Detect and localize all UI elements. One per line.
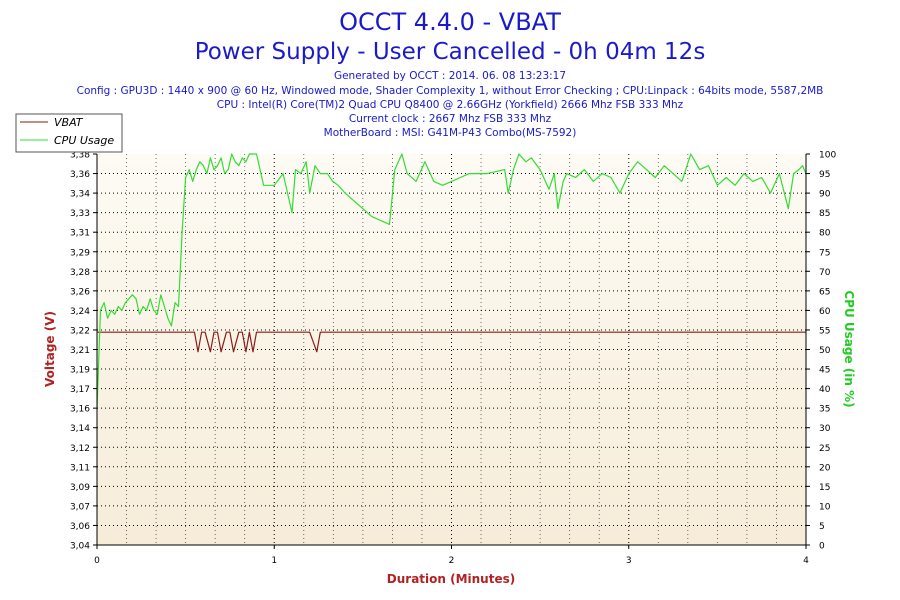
y-tick-label: 3,14 [70, 424, 90, 434]
y-tick-label: 3,26 [70, 287, 90, 297]
y-tick-label: 3,28 [70, 268, 90, 278]
y-tick-label: 3,24 [70, 307, 90, 317]
y-tick-label: 3,19 [70, 366, 90, 376]
x-tick-label: 3 [626, 556, 632, 566]
y-tick-label: 3,09 [70, 483, 90, 493]
y2-tick-label: 70 [819, 268, 831, 278]
chart-subtitle: Power Supply - User Cancelled - 0h 04m 1… [195, 39, 706, 65]
y2-tick-label: 95 [819, 170, 830, 180]
y-tick-label: 3,21 [70, 346, 90, 356]
y-tick-label: 3,22 [70, 326, 90, 336]
y-tick-label: 3,04 [70, 542, 90, 552]
legend-label-vbat: VBAT [54, 116, 84, 129]
y-tick-label: 3,17 [70, 385, 90, 395]
y2-tick-label: 45 [819, 366, 830, 376]
info-line-clock: Current clock : 2667 Mhz FSB 333 Mhz [349, 113, 552, 125]
y-tick-label: 3,34 [70, 190, 90, 200]
info-line-config: Config : GPU3D : 1440 x 900 @ 60 Hz, Win… [77, 85, 824, 97]
y-axis-label: Voltage (V) [43, 311, 57, 387]
y2-tick-label: 75 [819, 248, 830, 258]
x-tick-label: 2 [449, 556, 455, 566]
x-axis-label: Duration (Minutes) [387, 572, 515, 586]
y-axis-ticks: 3,04 3,06 3,07 3,09 3,11 3,12 3,14 3,16 3,17 3,19… [70, 151, 97, 552]
series-line-cpu-usage [96, 153, 807, 409]
legend: VBAT CPU Usage [15, 113, 123, 153]
y2-tick-label: 15 [819, 483, 830, 493]
y2-tick-label: 5 [819, 522, 825, 532]
legend-box [15, 113, 123, 153]
y2-tick-label: 20 [819, 463, 831, 473]
y2-tick-label: 55 [819, 326, 830, 336]
info-line-motherboard: MotherBoard : MSI: G41M-P43 Combo(MS-759… [324, 127, 577, 139]
y2-tick-label: 60 [819, 307, 831, 317]
x-axis-ticks: 0 1 2 3 4 [94, 545, 809, 566]
y2-tick-label: 30 [819, 424, 831, 434]
series-line-vbat [97, 331, 806, 353]
y2-tick-label: 50 [819, 346, 831, 356]
y2-tick-label: 90 [819, 190, 831, 200]
x-tick-label: 1 [271, 556, 277, 566]
series-lines [96, 153, 807, 409]
y2-tick-label: 40 [819, 385, 831, 395]
y2-tick-label: 0 [819, 542, 825, 552]
y-tick-label: 3,31 [70, 229, 90, 239]
y2-tick-label: 80 [819, 229, 831, 239]
y2-tick-label: 85 [819, 209, 830, 219]
x-tick-label: 4 [803, 556, 809, 566]
y2-tick-label: 35 [819, 405, 830, 415]
x-tick-label: 0 [94, 556, 100, 566]
info-line-cpu: CPU : Intel(R) Core(TM)2 Quad CPU Q8400 … [217, 99, 684, 111]
y2-tick-label: 65 [819, 287, 830, 297]
y2-axis-label: CPU Usage (in %) [842, 290, 856, 407]
y2-axis-ticks: 0 5 10 15 20 25 30 35 40 45 50 55 60 65 70 75 80 85 90 95 10… [806, 151, 836, 552]
y-tick-label: 3,06 [70, 522, 90, 532]
plot-area [97, 154, 806, 545]
y-tick-label: 3,11 [70, 463, 90, 473]
y2-tick-label: 10 [819, 502, 831, 512]
y2-tick-label: 25 [819, 444, 830, 454]
y-tick-label: 3,33 [70, 209, 90, 219]
info-lines: Generated by OCCT : 2014. 06. 08 13:23:1… [77, 70, 824, 139]
y-tick-label: 3,07 [70, 502, 90, 512]
y-tick-label: 3,16 [70, 405, 90, 415]
y-tick-label: 3,12 [70, 444, 90, 454]
chart-title: OCCT 4.4.0 - VBAT [339, 8, 561, 36]
info-line-generated: Generated by OCCT : 2014. 06. 08 13:23:1… [334, 70, 566, 82]
y-tick-label: 3,38 [70, 151, 90, 161]
legend-label-cpu-usage: CPU Usage [54, 134, 114, 147]
y-tick-label: 3,29 [70, 248, 90, 258]
y2-tick-label: 100 [819, 151, 836, 161]
y-tick-label: 3,36 [70, 170, 90, 180]
